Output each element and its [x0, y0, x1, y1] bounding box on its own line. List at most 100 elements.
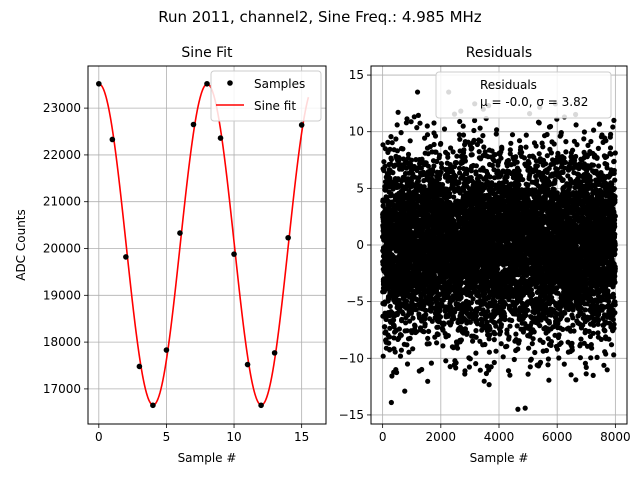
- residual-point: [443, 358, 448, 363]
- residual-point: [461, 124, 466, 129]
- residual-point: [447, 191, 452, 196]
- residual-point: [516, 182, 521, 187]
- residual-point: [472, 118, 477, 123]
- residual-point: [487, 326, 492, 331]
- sample-point: [191, 122, 197, 128]
- residual-point: [390, 170, 395, 175]
- residual-point: [463, 158, 468, 163]
- residual-point: [515, 346, 520, 351]
- residual-point: [405, 361, 410, 366]
- residual-point: [408, 336, 413, 341]
- residual-point: [442, 322, 447, 327]
- residual-point: [504, 344, 509, 349]
- residuals-title: Residuals: [466, 45, 532, 61]
- residual-point: [510, 132, 515, 137]
- residual-point: [487, 350, 492, 355]
- residual-point: [409, 119, 414, 124]
- residual-point: [499, 341, 504, 346]
- residual-point: [414, 125, 419, 130]
- residual-point: [445, 155, 450, 160]
- sample-point: [285, 235, 291, 241]
- residual-point: [506, 368, 511, 373]
- residual-point: [399, 333, 404, 338]
- sine-fit-x-tick-label: 10: [226, 430, 241, 444]
- residual-point: [425, 379, 430, 384]
- sample-point: [164, 347, 170, 353]
- residual-point: [410, 346, 415, 351]
- residual-point: [396, 155, 401, 160]
- residual-point: [471, 138, 476, 143]
- residual-point: [459, 295, 464, 300]
- residual-point: [454, 360, 459, 365]
- residual-point: [459, 337, 464, 342]
- sine-fit-y-tick-label: 18000: [43, 335, 81, 349]
- sine-fit-y-tick-label: 21000: [43, 195, 81, 209]
- residual-point: [419, 367, 424, 372]
- sine-fit-samples-layer: [96, 81, 304, 408]
- residual-point: [474, 335, 479, 340]
- residual-point: [440, 343, 445, 348]
- residual-point: [480, 133, 485, 138]
- residual-point: [400, 146, 405, 151]
- residual-point: [451, 149, 456, 154]
- residual-point: [467, 364, 472, 369]
- residual-point: [423, 322, 428, 327]
- residual-point: [406, 152, 411, 157]
- sample-point: [245, 362, 251, 368]
- residual-point: [399, 348, 404, 353]
- residual-point: [425, 132, 430, 137]
- residual-point: [515, 160, 520, 165]
- residual-point: [513, 332, 518, 337]
- residual-point: [482, 342, 487, 347]
- residual-point: [509, 318, 514, 323]
- sine-fit-y-tick-label: 23000: [43, 101, 81, 115]
- sample-point: [272, 350, 278, 356]
- residual-point: [437, 153, 442, 158]
- residual-point: [388, 134, 393, 139]
- sine-fit-xlabel: Sample #: [178, 451, 237, 465]
- residual-point: [438, 141, 443, 146]
- residual-point: [507, 334, 512, 339]
- residual-point: [473, 169, 478, 174]
- residual-point: [520, 177, 525, 182]
- residual-point: [517, 168, 522, 173]
- residual-point: [518, 145, 523, 150]
- residual-point: [492, 360, 497, 365]
- sample-point: [96, 81, 102, 87]
- residual-point: [478, 368, 483, 373]
- residual-point: [425, 336, 430, 341]
- residual-point: [473, 351, 478, 356]
- residual-point: [517, 138, 522, 143]
- residual-point: [430, 169, 435, 174]
- residual-point: [417, 121, 422, 126]
- residual-point: [471, 128, 476, 133]
- sine-fit-y-tick-label: 20000: [43, 242, 81, 256]
- sample-point: [218, 135, 224, 141]
- residual-point: [498, 329, 503, 334]
- residual-point: [449, 305, 454, 310]
- residual-point: [394, 370, 399, 375]
- residual-point: [469, 146, 474, 151]
- sine-fit-x-tick-label: 5: [163, 430, 171, 444]
- residual-point: [390, 140, 395, 145]
- residual-point: [451, 316, 456, 321]
- residual-point: [498, 156, 503, 161]
- residual-point: [398, 354, 403, 359]
- residual-point: [381, 159, 386, 164]
- residual-point: [429, 301, 434, 306]
- residual-point: [457, 137, 462, 142]
- sine-fit-y-tick-label: 19000: [43, 288, 81, 302]
- sine-fit-x-tick-label: 0: [95, 430, 103, 444]
- residual-point: [425, 123, 430, 128]
- residual-point: [474, 163, 479, 168]
- residual-point: [478, 139, 483, 144]
- residual-point: [494, 127, 499, 132]
- residual-point: [495, 267, 500, 272]
- residual-point: [391, 317, 396, 322]
- residual-point: [382, 324, 387, 329]
- residual-point: [389, 157, 394, 162]
- residual-point: [442, 126, 447, 131]
- residual-point: [397, 326, 402, 331]
- residual-point: [457, 119, 462, 124]
